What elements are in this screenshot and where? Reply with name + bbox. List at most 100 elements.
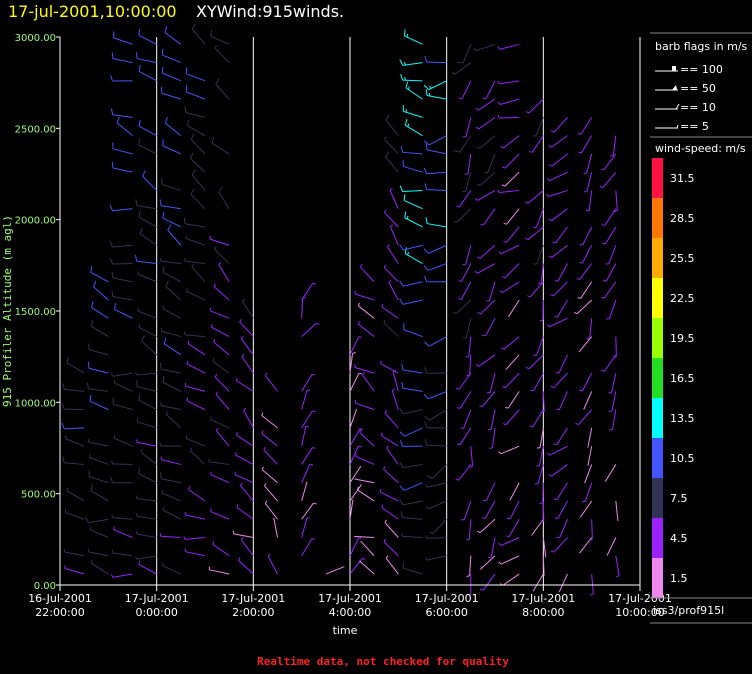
colorbar-label: 7.5	[670, 492, 688, 505]
wind-barb	[466, 354, 472, 377]
wind-barb	[601, 208, 617, 226]
wind-barb	[482, 80, 496, 100]
wind-barb	[161, 86, 181, 100]
wind-barb	[401, 533, 423, 539]
wind-barb	[405, 81, 423, 100]
wind-barb	[525, 98, 544, 114]
wind-barb	[186, 360, 206, 374]
wind-barb	[273, 517, 278, 538]
wind-barb	[537, 263, 544, 285]
wind-barb	[188, 486, 206, 502]
wind-barb	[301, 389, 311, 410]
wind-barb	[162, 211, 182, 228]
wind-barb	[185, 85, 206, 100]
y-axis-ticks: 0.00 500.00 1000.00 1500.00 2000.00 2500.00 30…	[15, 33, 60, 592]
x-tick-time: 10:00:00	[615, 606, 664, 619]
wind-barb	[138, 393, 157, 411]
wind-barb	[380, 360, 399, 374]
wind-barb	[498, 537, 520, 546]
wind-barb	[390, 224, 399, 246]
y-tick-label: 1500.00	[15, 307, 56, 318]
colorbar-swatch	[652, 358, 663, 398]
wind-barb	[267, 553, 278, 575]
wind-barb	[301, 410, 316, 429]
wind-barb	[503, 208, 520, 225]
wind-barb	[501, 171, 520, 187]
wind-barb	[548, 153, 568, 167]
wind-barb	[509, 482, 520, 501]
wind-barb	[401, 363, 423, 374]
wind-barb	[208, 458, 230, 465]
wind-barb	[536, 427, 544, 449]
x-axis-ticks: 16-Jul-200122:00:0017-Jul-20010:00:0017-…	[28, 585, 672, 619]
x-tick-date: 17-Jul-2001	[511, 592, 575, 605]
wind-barb	[533, 336, 544, 356]
wind-barb	[183, 331, 206, 338]
wind-barb	[161, 490, 182, 502]
wind-barb	[497, 114, 520, 119]
wind-barb	[264, 500, 278, 520]
wind-barb	[111, 161, 133, 173]
wind-barb	[389, 187, 399, 209]
wind-barb	[183, 258, 206, 265]
wind-barb	[505, 391, 520, 409]
x-tick-date: 17-Jul-2001	[318, 592, 382, 605]
wind-barb	[502, 263, 520, 279]
wind-barb	[62, 456, 85, 465]
wind-barb	[112, 397, 133, 411]
colorbar-label: 19.5	[670, 332, 695, 345]
wind-barb	[110, 372, 133, 377]
wind-barb	[527, 281, 544, 298]
wind-barb	[354, 364, 375, 374]
wind-barb	[167, 224, 182, 246]
wind-barb	[64, 509, 85, 520]
wind-barb	[109, 257, 133, 265]
wind-barb	[548, 208, 568, 222]
wind-barb	[381, 504, 399, 520]
wind-barb	[354, 478, 375, 484]
barb-legend-label: == 5	[680, 120, 709, 133]
wind-barb	[546, 189, 568, 198]
wind-barb	[615, 500, 619, 521]
wind-barb	[136, 380, 157, 392]
wind-barb	[162, 375, 182, 392]
wind-barb	[577, 117, 593, 135]
wind-barb	[550, 537, 568, 553]
wind-barb	[325, 566, 345, 575]
wind-barb	[138, 138, 157, 155]
wind-barb	[85, 517, 109, 524]
y-tick-label: 3000.00	[15, 33, 56, 44]
wind-barb	[400, 73, 423, 82]
wind-barb	[558, 573, 568, 593]
wind-barb	[577, 281, 593, 299]
wind-barb	[213, 283, 230, 301]
wind-barb	[243, 407, 254, 429]
wind-barb	[583, 153, 593, 174]
wind-barb	[349, 428, 364, 447]
wind-barb	[533, 245, 544, 265]
wind-barb	[189, 447, 206, 465]
wind-barb	[484, 153, 496, 174]
wind-barb	[159, 199, 181, 210]
wind-barb	[164, 26, 182, 45]
wind-barb	[261, 412, 278, 429]
wind-barb	[453, 135, 472, 153]
wind-barb	[502, 409, 520, 426]
wind-barb	[162, 305, 182, 319]
wind-barb	[386, 243, 399, 264]
wind-barb	[66, 356, 85, 374]
wind-barb	[399, 298, 423, 305]
wind-barb	[109, 241, 133, 248]
wind-barb	[424, 409, 447, 421]
wind-barb	[354, 535, 375, 539]
wind-barb	[576, 263, 593, 281]
wind-barb	[404, 247, 423, 264]
wind-barb	[113, 434, 133, 447]
y-axis-label: 915 Profiler Altitude (m agl)	[1, 215, 14, 407]
wind-barb	[349, 537, 362, 556]
wind-barb	[488, 409, 496, 431]
colorbar-swatch	[652, 158, 663, 198]
wind-barb	[601, 281, 617, 299]
wind-barb	[530, 372, 544, 392]
wind-barb	[186, 435, 206, 447]
